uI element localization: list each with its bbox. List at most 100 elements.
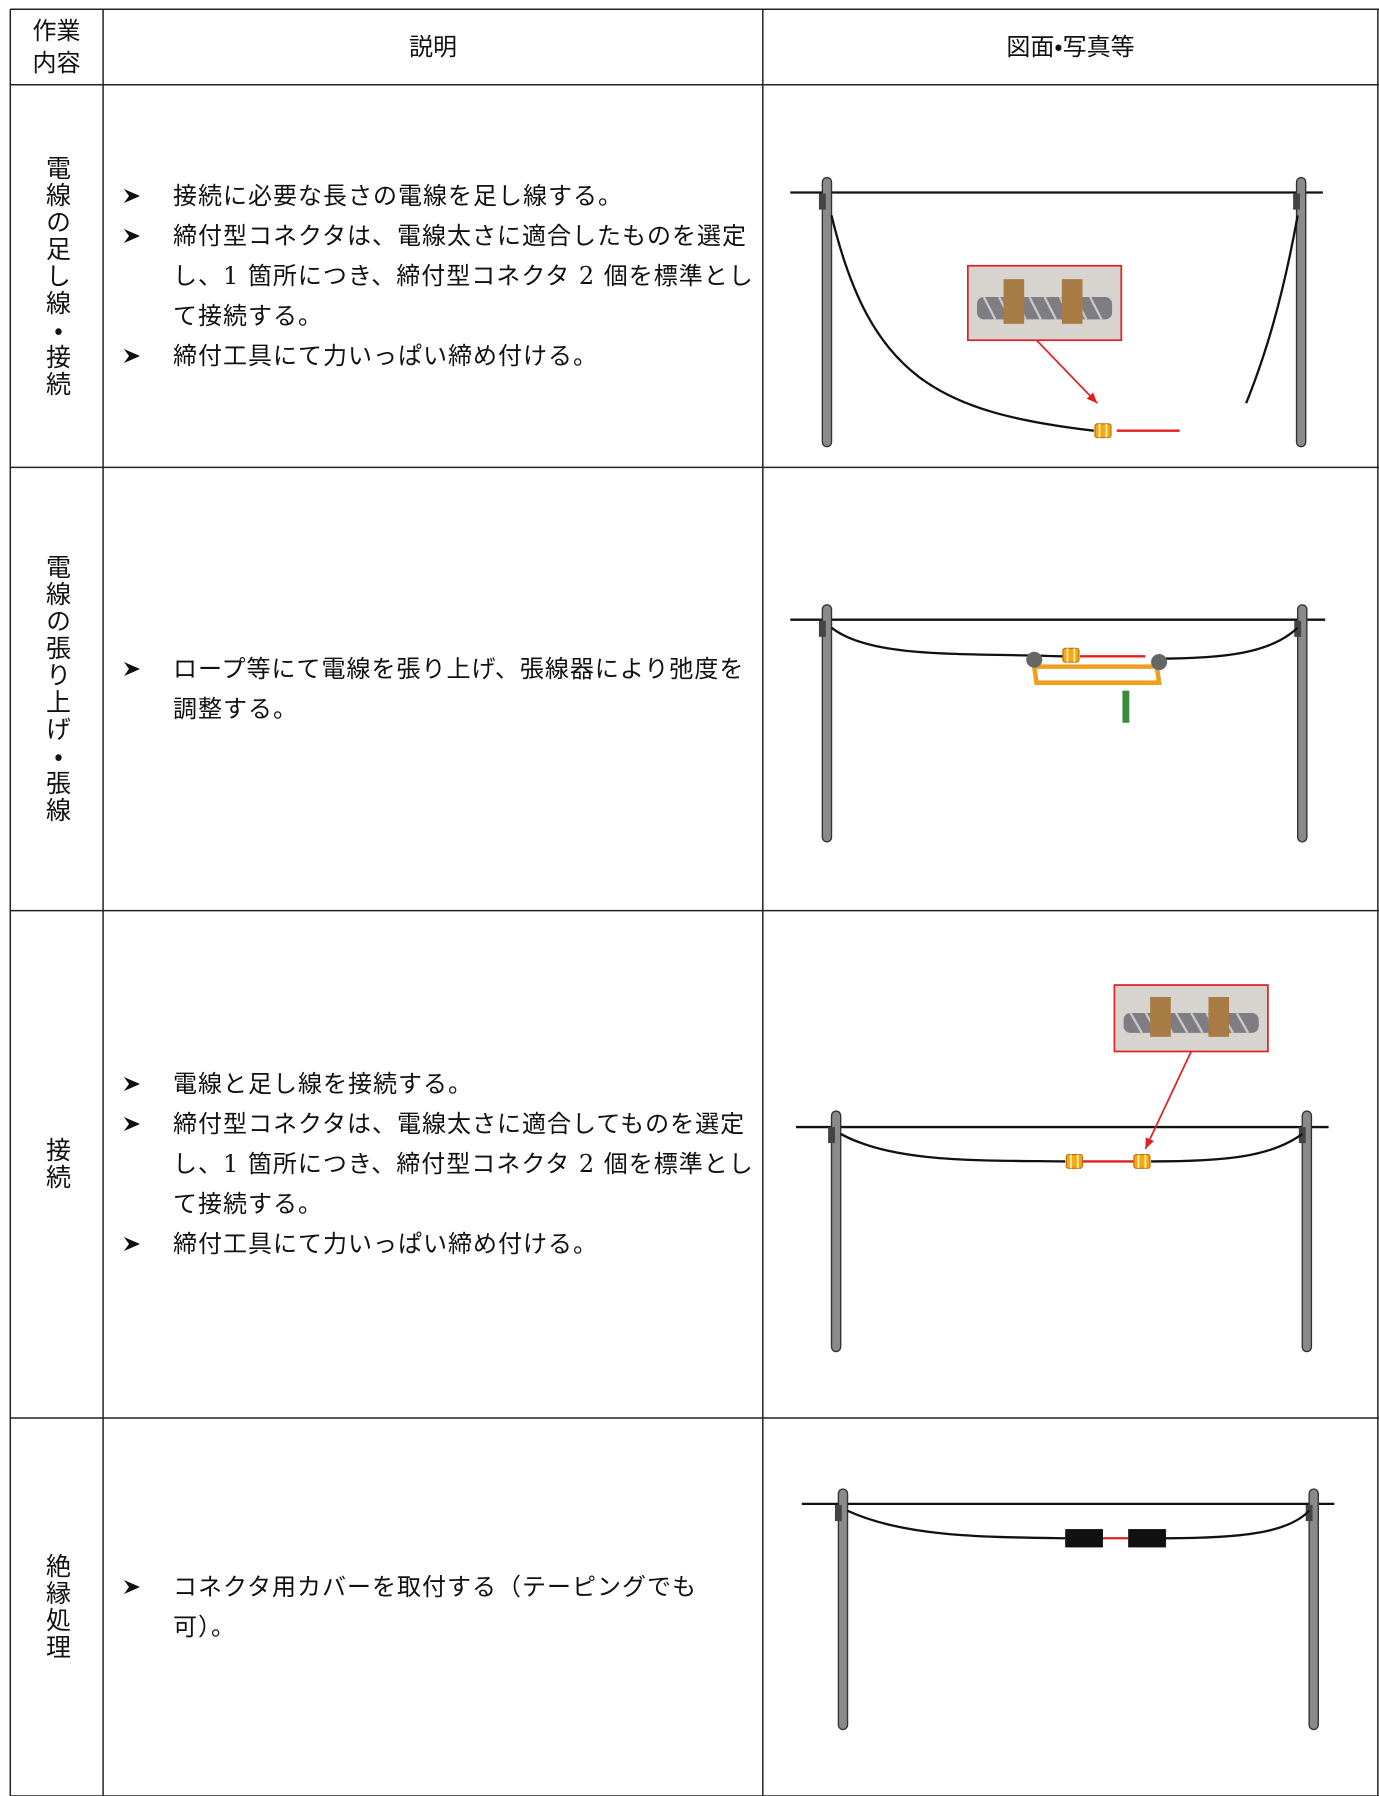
task-label: 絶縁処理 (42, 1553, 72, 1661)
photo-strand (982, 296, 997, 320)
item-list: 電線と足し線を接続する。締付型コネクタは、電線太さに適合してものを選定し、1 箇… (123, 1064, 755, 1264)
task-cell: 絶縁処理 (10, 1418, 103, 1796)
photo-cable (1123, 1012, 1259, 1033)
photo-strand (1013, 296, 1027, 320)
pole (1296, 604, 1308, 843)
pole (837, 1488, 849, 1731)
photo-strand (1144, 1012, 1159, 1034)
pole-clamp (1294, 620, 1302, 637)
cover (1128, 1529, 1166, 1548)
desc-cell: コネクタ用カバーを取付する（テーピングでも可）。 (103, 1418, 763, 1796)
bullet-arrow (124, 1077, 140, 1091)
desc-cell: 電線と足し線を接続する。締付型コネクタは、電線太さに適合してものを選定し、1 箇… (103, 910, 763, 1418)
item-text: 締付工具にて力いっぱい締め付ける。 (173, 342, 598, 370)
connector (1094, 423, 1112, 439)
bullet-arrow (124, 661, 140, 676)
task-label: 電線の足し線・接続 (42, 154, 72, 398)
arrow-head (1145, 1137, 1154, 1149)
pole-clamp (1298, 1127, 1306, 1144)
bullet-arrow (124, 229, 140, 243)
task-label: 接続 (42, 1137, 72, 1191)
wire (1156, 626, 1299, 660)
photo-strand (1073, 296, 1088, 320)
item: 電線と足し線を接続する。 (123, 1064, 755, 1104)
photo (1113, 984, 1269, 1053)
item-list: ロープ等にて電線を張り上げ、張線器により弛度を調整する。 (123, 649, 755, 729)
item-text: 締付工具にて力いっぱい締め付ける。 (173, 1230, 598, 1258)
pole (1301, 1110, 1313, 1353)
item: 接続に必要な長さの電線を足し線する。 (123, 176, 755, 216)
header-cell: 図面・写真等 (763, 9, 1378, 85)
cover (1065, 1529, 1103, 1548)
item: 締付工具にて力いっぱい締め付ける。 (123, 336, 755, 376)
photo-strand (1190, 1012, 1204, 1034)
header-desc: 説明 (409, 33, 457, 61)
wire (1245, 215, 1299, 404)
pole-clamp (834, 1505, 842, 1522)
tensioner-end (1151, 654, 1168, 671)
header-cell: 説明 (103, 9, 763, 85)
bullet (124, 189, 140, 203)
photo-strand (1174, 1012, 1189, 1034)
tensioner-end (1026, 651, 1043, 668)
item: ロープ等にて電線を張り上げ、張線器により弛度を調整する。 (123, 649, 755, 729)
item: 締付型コネクタは、電線太さに適合してものを選定し、1 箇所につき、締付型コネクタ… (123, 1104, 755, 1224)
pole (830, 1110, 842, 1353)
arrow (1035, 339, 1098, 404)
item-text: 電線と足し線を接続する。 (173, 1070, 473, 1098)
item: 締付工具にて力いっぱい締め付ける。 (123, 1224, 755, 1264)
task-cell: 電線の張り上げ・張線 (10, 467, 103, 910)
photo-strand (1220, 1012, 1234, 1034)
photo-bolt (1208, 997, 1230, 1037)
photo-strand (1159, 1012, 1174, 1034)
header-line: 内容 (32, 49, 81, 77)
photo-cable (976, 297, 1113, 320)
bullet-arrow (124, 1237, 140, 1251)
pole (1295, 176, 1307, 448)
pole-clamp (818, 193, 826, 210)
photo-strand (1028, 296, 1042, 320)
bullet (124, 1580, 140, 1594)
header-task: 作業 内容 (33, 15, 81, 79)
bullet (124, 229, 140, 243)
item-list: 接続に必要な長さの電線を足し線する。締付型コネクタは、電線太さに適合したものを選… (123, 176, 755, 376)
photo-strand (1058, 296, 1073, 320)
task-cell: 接続 (10, 910, 103, 1418)
bullet (124, 1237, 140, 1251)
photo-bolt (1003, 279, 1025, 324)
connector (1133, 1153, 1151, 1169)
bullet (124, 1077, 140, 1091)
pole (1308, 1488, 1319, 1731)
bullet-arrow (124, 189, 140, 203)
wire (840, 1132, 1066, 1163)
item-text: 締付型コネクタは、電線太さに適合したものを選定し、1 箇所につき、締付型コネクタ… (173, 222, 754, 330)
pole (821, 176, 833, 448)
photo-bolt (1150, 997, 1171, 1037)
bullet-arrow (124, 1117, 140, 1131)
photo-strand (1205, 1012, 1219, 1034)
item: 締付型コネクタは、電線太さに適合したものを選定し、1 箇所につき、締付型コネクタ… (123, 216, 755, 336)
wire (847, 1509, 1066, 1540)
item: コネクタ用カバーを取付する（テーピングでも可）。 (123, 1567, 755, 1647)
bullet (124, 349, 140, 363)
arrow (1144, 1051, 1192, 1150)
photo-bolt (1061, 279, 1083, 324)
tensioner-handle (1122, 690, 1130, 723)
header-figure: 図面・写真等 (1006, 33, 1135, 61)
wire (1151, 1133, 1303, 1163)
wire (830, 626, 1063, 658)
task-label: 電線の張り上げ・張線 (42, 553, 72, 824)
pole-clamp (818, 620, 826, 637)
photo-strand (1043, 296, 1058, 320)
wire (830, 215, 1094, 432)
header-cell: 作業 内容 (10, 9, 103, 85)
photo-strand (1089, 296, 1103, 320)
photo-strand (1235, 1012, 1250, 1034)
photo-strand (1129, 1012, 1143, 1034)
bullet-arrow (124, 1580, 140, 1594)
item-text: コネクタ用カバーを取付する（テーピングでも可）。 (173, 1573, 698, 1641)
bullet-arrow (124, 349, 140, 363)
pole-clamp (828, 1127, 835, 1144)
